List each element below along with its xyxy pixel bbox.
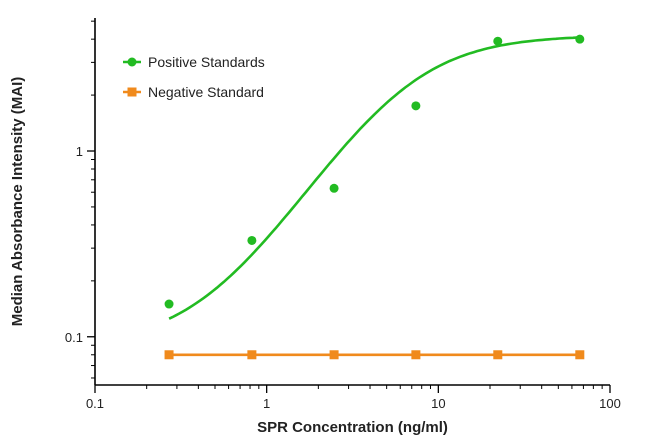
y-tick-label: 1 — [76, 144, 83, 159]
legend: Positive Standards Negative Standard — [123, 54, 265, 100]
data-point — [164, 350, 174, 360]
y-axis-title: Median Absorbance Intensity (MAI) — [9, 77, 26, 326]
data-point — [411, 101, 421, 111]
data-point — [411, 350, 421, 360]
x-tick-label: 100 — [599, 396, 621, 411]
x-tick-label: 1 — [263, 396, 270, 411]
y-tick-label: 0.1 — [65, 330, 83, 345]
data-point — [493, 36, 503, 46]
data-point — [247, 235, 257, 245]
axes: 0.1 1 10 100 0.1 1 — [65, 18, 621, 411]
data-point — [329, 350, 339, 360]
legend-item: Negative Standard — [123, 84, 264, 100]
series-2 — [164, 350, 585, 360]
fit-curve — [168, 36, 580, 320]
x-tick-label: 0.1 — [86, 396, 104, 411]
legend-item: Positive Standards — [123, 54, 265, 70]
data-point — [493, 350, 503, 360]
legend-label: Positive Standards — [148, 54, 265, 70]
legend-marker — [127, 57, 137, 67]
series-1 — [164, 34, 585, 320]
plot-area — [164, 34, 585, 360]
data-point — [247, 350, 257, 360]
x-tick-label: 10 — [431, 396, 445, 411]
legend-label: Negative Standard — [148, 84, 264, 100]
data-point — [575, 34, 585, 44]
data-point — [329, 183, 339, 193]
data-point — [575, 350, 585, 360]
x-axis-title: SPR Concentration (ng/ml) — [257, 419, 448, 436]
data-point — [164, 299, 174, 309]
legend-marker — [127, 87, 137, 97]
